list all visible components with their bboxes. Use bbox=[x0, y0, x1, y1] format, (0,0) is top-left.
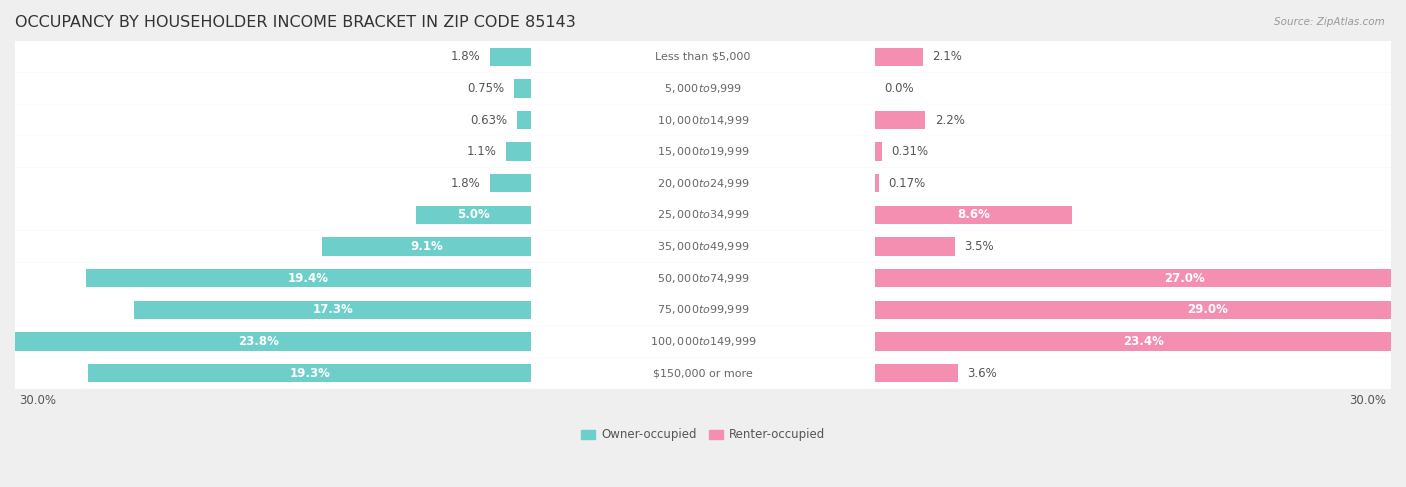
Text: 0.63%: 0.63% bbox=[470, 113, 508, 127]
Text: 0.0%: 0.0% bbox=[884, 82, 914, 95]
Text: 23.8%: 23.8% bbox=[238, 335, 278, 348]
FancyBboxPatch shape bbox=[14, 41, 1392, 73]
Bar bbox=[875, 174, 879, 192]
Text: 19.3%: 19.3% bbox=[290, 367, 330, 380]
FancyBboxPatch shape bbox=[14, 231, 1392, 262]
Text: 3.5%: 3.5% bbox=[965, 240, 994, 253]
Bar bbox=[875, 206, 1073, 224]
FancyBboxPatch shape bbox=[14, 357, 1392, 389]
Text: $10,000 to $14,999: $10,000 to $14,999 bbox=[657, 113, 749, 127]
Text: 30.0%: 30.0% bbox=[1350, 393, 1386, 407]
Text: 19.4%: 19.4% bbox=[288, 272, 329, 285]
FancyBboxPatch shape bbox=[14, 199, 1392, 231]
Text: 0.17%: 0.17% bbox=[889, 177, 925, 190]
Text: $15,000 to $19,999: $15,000 to $19,999 bbox=[657, 145, 749, 158]
FancyBboxPatch shape bbox=[14, 168, 1392, 199]
Bar bbox=[134, 300, 531, 319]
Text: OCCUPANCY BY HOUSEHOLDER INCOME BRACKET IN ZIP CODE 85143: OCCUPANCY BY HOUSEHOLDER INCOME BRACKET … bbox=[15, 15, 575, 30]
Text: $25,000 to $34,999: $25,000 to $34,999 bbox=[657, 208, 749, 222]
Text: $20,000 to $24,999: $20,000 to $24,999 bbox=[657, 177, 749, 190]
Bar bbox=[875, 364, 957, 382]
Text: 1.8%: 1.8% bbox=[451, 50, 481, 63]
Text: $35,000 to $49,999: $35,000 to $49,999 bbox=[657, 240, 749, 253]
FancyBboxPatch shape bbox=[14, 104, 1392, 136]
FancyBboxPatch shape bbox=[14, 262, 1392, 294]
Bar bbox=[516, 111, 531, 129]
Text: 3.6%: 3.6% bbox=[967, 367, 997, 380]
Text: 8.6%: 8.6% bbox=[957, 208, 990, 222]
Text: $100,000 to $149,999: $100,000 to $149,999 bbox=[650, 335, 756, 348]
Text: 0.75%: 0.75% bbox=[468, 82, 505, 95]
Text: 23.4%: 23.4% bbox=[1123, 335, 1164, 348]
Text: 1.1%: 1.1% bbox=[467, 145, 496, 158]
Bar bbox=[875, 143, 882, 161]
Bar bbox=[875, 237, 955, 256]
FancyBboxPatch shape bbox=[14, 73, 1392, 104]
Bar bbox=[416, 206, 531, 224]
Text: 30.0%: 30.0% bbox=[20, 393, 56, 407]
Bar bbox=[875, 300, 1406, 319]
Text: $5,000 to $9,999: $5,000 to $9,999 bbox=[664, 82, 742, 95]
Text: 29.0%: 29.0% bbox=[1187, 303, 1227, 317]
FancyBboxPatch shape bbox=[14, 294, 1392, 326]
Text: $50,000 to $74,999: $50,000 to $74,999 bbox=[657, 272, 749, 285]
Text: 1.8%: 1.8% bbox=[451, 177, 481, 190]
Bar bbox=[86, 269, 531, 287]
Text: 0.31%: 0.31% bbox=[891, 145, 928, 158]
Text: 27.0%: 27.0% bbox=[1164, 272, 1205, 285]
Bar bbox=[322, 237, 531, 256]
Bar bbox=[875, 111, 925, 129]
Bar bbox=[489, 174, 531, 192]
Text: 5.0%: 5.0% bbox=[457, 208, 491, 222]
Text: 17.3%: 17.3% bbox=[312, 303, 353, 317]
Text: Less than $5,000: Less than $5,000 bbox=[655, 52, 751, 62]
Text: $75,000 to $99,999: $75,000 to $99,999 bbox=[657, 303, 749, 317]
Bar bbox=[875, 48, 924, 66]
Bar bbox=[0, 332, 531, 351]
Bar bbox=[506, 143, 531, 161]
FancyBboxPatch shape bbox=[14, 136, 1392, 168]
Text: 9.1%: 9.1% bbox=[411, 240, 443, 253]
Text: Source: ZipAtlas.com: Source: ZipAtlas.com bbox=[1274, 17, 1385, 27]
Text: 2.1%: 2.1% bbox=[932, 50, 962, 63]
Bar bbox=[89, 364, 531, 382]
Text: 2.2%: 2.2% bbox=[935, 113, 965, 127]
Bar bbox=[513, 79, 531, 97]
Bar bbox=[875, 269, 1406, 287]
FancyBboxPatch shape bbox=[14, 326, 1392, 357]
Text: $150,000 or more: $150,000 or more bbox=[654, 368, 752, 378]
Bar bbox=[875, 332, 1406, 351]
Bar bbox=[489, 48, 531, 66]
Legend: Owner-occupied, Renter-occupied: Owner-occupied, Renter-occupied bbox=[576, 424, 830, 446]
